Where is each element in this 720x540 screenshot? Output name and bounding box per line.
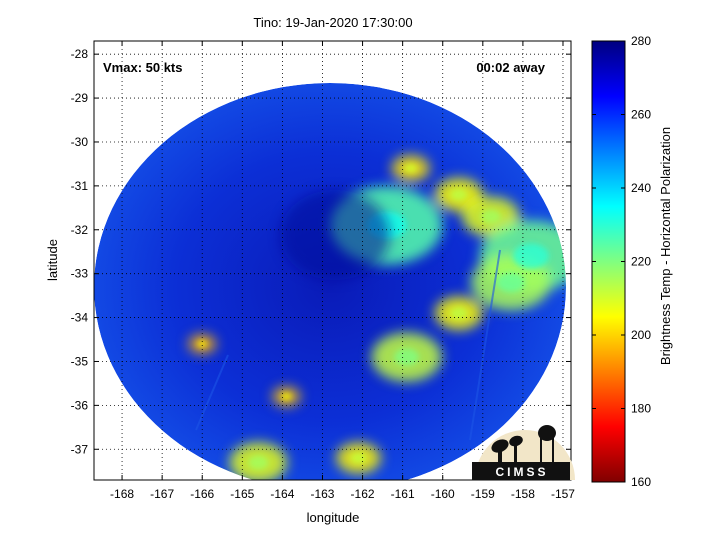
- y-tick-label: -29: [71, 91, 89, 105]
- colorbar-ticks: 280 260 240 220 200 180 160: [592, 34, 651, 489]
- x-axis-title: longitude: [307, 510, 360, 525]
- y-tick-label: -35: [71, 354, 89, 368]
- chart-title: Tino: 19-Jan-2020 17:30:00: [253, 15, 412, 30]
- logo-ground: [472, 462, 570, 480]
- y-axis-title: latitude: [45, 239, 60, 281]
- x-tick-label: -163: [310, 487, 334, 501]
- brightness-hotspot: [350, 452, 367, 464]
- colorbar-tick-label: 160: [631, 475, 651, 489]
- brightness-hotspot: [281, 393, 292, 401]
- brightness-hotspot: [197, 340, 208, 348]
- x-tick-label: -165: [230, 487, 254, 501]
- logo-tower-leg-right: [552, 438, 554, 464]
- cimss-logo: CIMSS: [472, 425, 575, 480]
- colorbar-tick-label: 220: [631, 255, 651, 269]
- x-tick-label: -166: [190, 487, 214, 501]
- time-offset-annotation: 00:02 away: [476, 60, 545, 75]
- logo-tower-tank: [538, 425, 556, 441]
- colorbar-label: Brightness Temp - Horizontal Polarizatio…: [658, 127, 673, 365]
- x-tick-label: -168: [110, 487, 134, 501]
- colorbar-tick-label: 260: [631, 108, 651, 122]
- plot-area: -168 -167 -166 -165 -164 -163 -162 -161 -160 -159…: [71, 40, 575, 501]
- colorbar-tick-label: 180: [631, 402, 651, 416]
- x-tick-label: -164: [270, 487, 294, 501]
- x-tick-label: -161: [391, 487, 415, 501]
- brightness-hotspot: [450, 188, 468, 201]
- x-tick-label: -159: [471, 487, 495, 501]
- y-tick-label: -28: [71, 47, 89, 61]
- vmax-annotation: Vmax: 50 kts: [103, 60, 183, 75]
- logo-dish-1-stand: [498, 449, 502, 463]
- plot-frame: [93, 40, 572, 481]
- scan-edge-left: [195, 354, 229, 431]
- x-tick-label: -157: [551, 487, 575, 501]
- microwave-swath: [94, 83, 566, 480]
- brightness-hotspot: [248, 455, 269, 470]
- x-tick-label: -160: [431, 487, 455, 501]
- storm-core: [280, 190, 390, 280]
- y-tick-label: -33: [71, 267, 89, 281]
- logo-dish-2-stand: [514, 444, 517, 463]
- axis-ticks: -168 -167 -166 -165 -164 -163 -162 -161 -160 -159…: [71, 41, 575, 501]
- y-tick-label: -34: [71, 311, 89, 325]
- colorbar-tick-label: 200: [631, 328, 651, 342]
- colorbar-gradient: [591, 40, 626, 483]
- x-tick-label: -158: [511, 487, 535, 501]
- brightness-hotspot: [403, 163, 418, 174]
- brightness-hotspot: [496, 272, 525, 293]
- logo-dish-1: [491, 439, 509, 453]
- x-tick-label: -167: [150, 487, 174, 501]
- colorbar: 280 260 240 220 200 180 160 Brightness Temp - …: [591, 34, 673, 489]
- y-tick-label: -31: [71, 179, 89, 193]
- x-tick-label: -162: [351, 487, 375, 501]
- colorbar-tick-label: 240: [631, 181, 651, 195]
- colorbar-tick-label: 280: [631, 34, 651, 48]
- y-tick-label: -32: [71, 223, 89, 237]
- brightness-hotspot: [394, 348, 419, 366]
- brightness-hotspot: [480, 209, 501, 224]
- y-tick-label: -37: [71, 442, 89, 456]
- logo-dish-2: [509, 435, 523, 447]
- y-tick-label: -36: [71, 398, 89, 412]
- logo-tower-leg-left: [540, 438, 542, 464]
- brightness-hotspot: [450, 307, 468, 320]
- brightness-hotspot: [512, 243, 549, 269]
- scan-edge-right: [469, 249, 501, 441]
- logo-text: CIMSS: [495, 465, 548, 479]
- y-tick-label: -30: [71, 135, 89, 149]
